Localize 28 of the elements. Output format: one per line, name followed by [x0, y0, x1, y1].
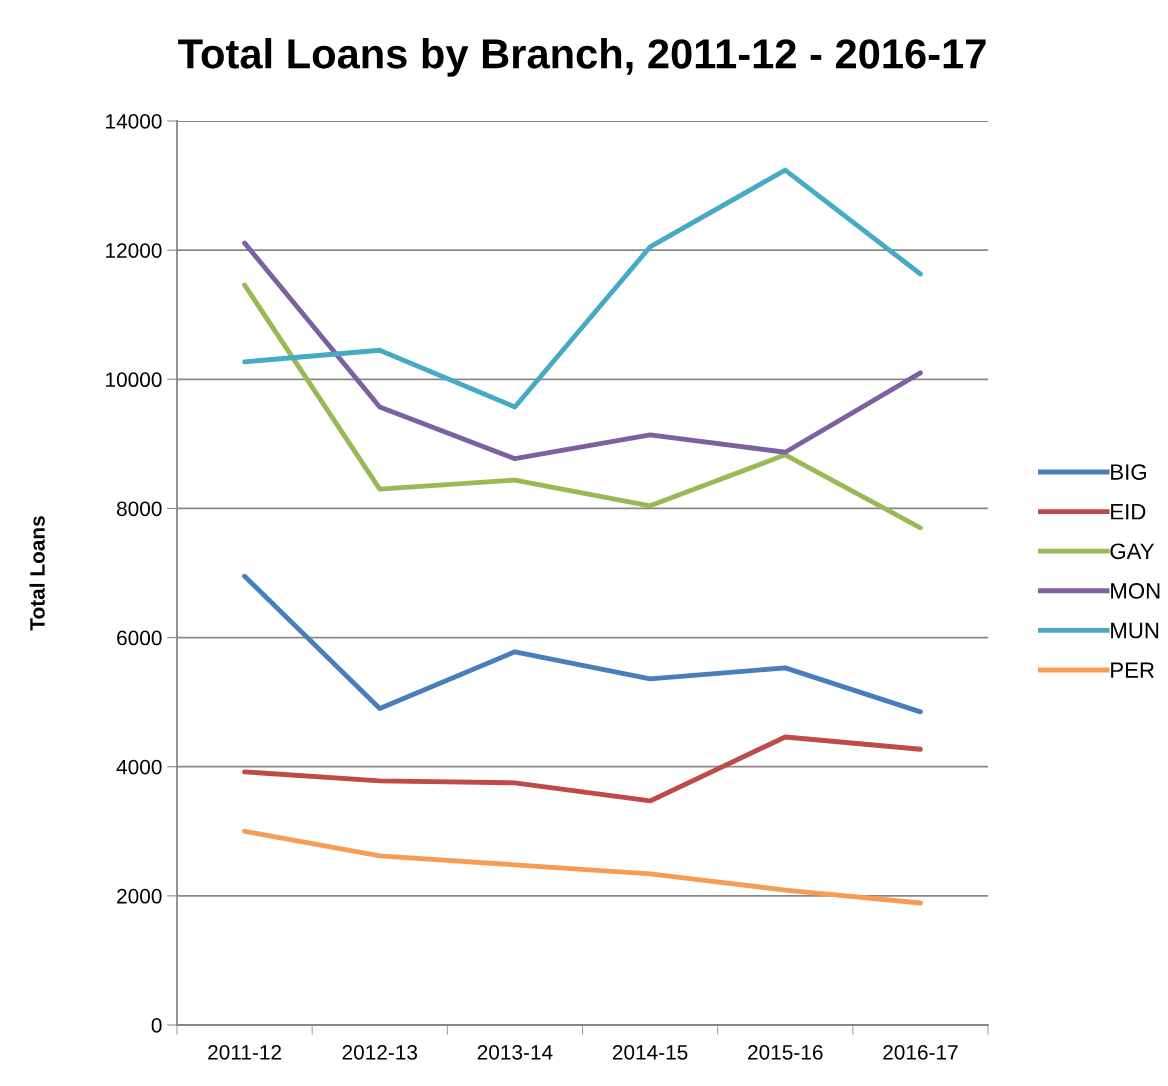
line-series: [242, 167, 923, 410]
x-tick-label: 2014-15: [612, 1044, 688, 1060]
legend-label: PER: [1111, 662, 1154, 678]
y-tick-label: 6000: [117, 630, 162, 646]
line-series: [242, 573, 923, 715]
x-tick-label: 2015-16: [748, 1044, 823, 1060]
line-series: [242, 240, 923, 462]
x-tick-label: 2012-13: [342, 1044, 418, 1060]
y-tick-label: 14000: [106, 114, 162, 129]
x-tick-label: 2011-12: [208, 1044, 281, 1060]
line-series: [242, 828, 923, 906]
y-axis-title: Total Loans: [29, 516, 45, 631]
y-tick-label: 2000: [117, 888, 162, 904]
legend-label: EID: [1111, 504, 1146, 520]
legend-label: BIG: [1111, 464, 1146, 480]
legend-label: MON: [1111, 583, 1160, 599]
x-tick-label: 2013-14: [477, 1044, 553, 1060]
legend-label: MUN: [1111, 622, 1159, 639]
x-tick-label: 2016-17: [883, 1044, 958, 1060]
y-tick-label: 0: [151, 1018, 162, 1033]
line-series: [242, 282, 923, 531]
y-tick-label: 12000: [106, 243, 162, 258]
y-tick-label: 10000: [106, 372, 162, 388]
line-series: [242, 734, 923, 804]
chart-title: Total Loans by Branch, 2011-12 - 2016-17: [178, 38, 986, 77]
y-tick-label: 8000: [116, 501, 162, 517]
legend-label: GAY: [1110, 543, 1155, 560]
y-tick-label: 4000: [116, 759, 162, 775]
